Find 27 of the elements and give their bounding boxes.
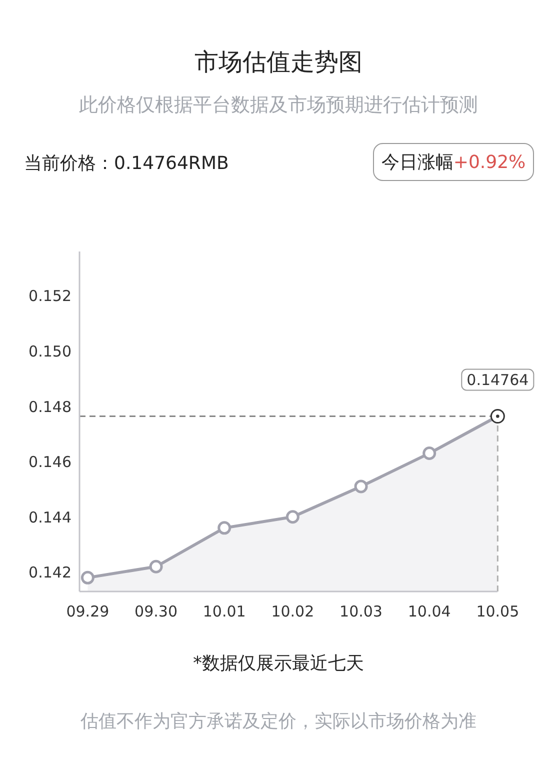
x-tick-label: 10.02 <box>271 602 314 620</box>
y-tick-label: 0.142 <box>28 564 72 582</box>
point <box>422 446 436 460</box>
point <box>218 521 232 535</box>
text: 当前价格：0.14764RMB <box>24 152 229 176</box>
y-tick-label: 0.148 <box>28 398 72 416</box>
y-tick-label: 0.146 <box>28 453 72 472</box>
text: 估值不作为官方承诺及定价，实际以市场价格为准 <box>80 710 478 734</box>
x-tick-label: 10.01 <box>202 602 246 620</box>
x-tick-label: 10.05 <box>476 602 520 620</box>
x-tick-label: 10.04 <box>408 602 451 620</box>
data-label: 0.14764 <box>466 371 529 390</box>
text: +0.92% <box>453 152 526 173</box>
chart-subtitle: 此价格仅根据平台数据及市场预期进行估计预测 <box>78 94 479 117</box>
point <box>149 560 163 574</box>
y-tick-label: 0.144 <box>28 508 72 526</box>
x-tick-label: 09.29 <box>66 602 110 620</box>
text: *数据仅展示最近七天 <box>192 652 365 676</box>
chart-title: 市场估值走势图 <box>194 48 364 76</box>
x-tick-label: 09.30 <box>134 602 178 620</box>
point <box>286 510 300 524</box>
x-tick-label: 10.03 <box>340 602 382 620</box>
y-tick-label: 0.152 <box>28 287 72 306</box>
y-tick-label: 0.150 <box>28 342 72 361</box>
point <box>354 480 368 494</box>
text: 今日涨幅 <box>381 152 454 173</box>
point <box>80 570 94 584</box>
